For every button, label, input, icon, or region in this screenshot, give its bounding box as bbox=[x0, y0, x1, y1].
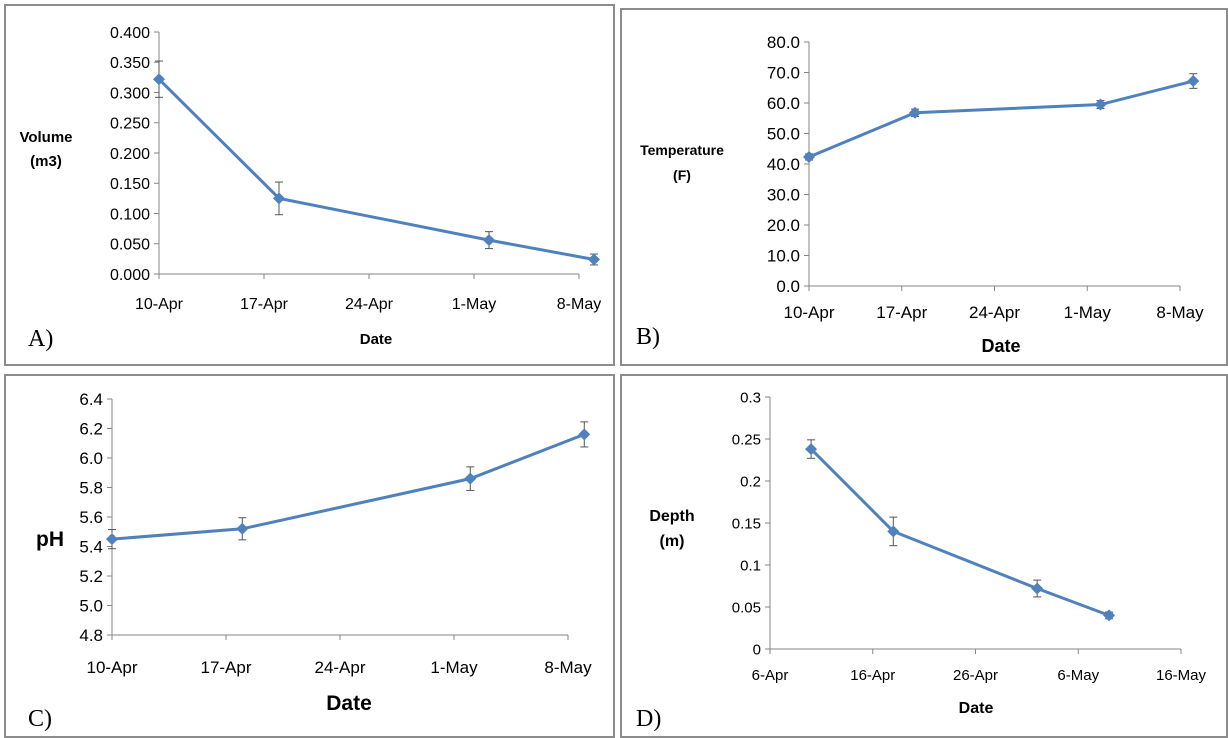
series-line bbox=[157, 78, 595, 261]
x-tick-label: 17-Apr bbox=[240, 296, 289, 313]
y-tick-label: 80.0 bbox=[767, 33, 800, 52]
x-tick-label: 6-May bbox=[1057, 667, 1099, 684]
x-tick-label: 10-Apr bbox=[135, 296, 184, 313]
y-tick-label: 0.350 bbox=[110, 55, 150, 72]
y-tick-label: 5.6 bbox=[79, 508, 103, 527]
data-point bbox=[803, 150, 815, 163]
panel-temperature: 0.0 10.0 20.0 30.0 40.0 50.0 60.0 70.0 80.0 10-Ap… bbox=[620, 8, 1228, 366]
y-tick-label: 5.2 bbox=[79, 567, 103, 586]
y-axis-title: (F) bbox=[673, 167, 691, 183]
ph-chart: 4.8 5.0 5.2 5.4 5.6 5.8 6.0 6.2 6.4 10-Apr 17-Apr 2… bbox=[36, 390, 592, 715]
data-point bbox=[1103, 609, 1116, 622]
data-point bbox=[483, 234, 495, 247]
panel-label: B) bbox=[636, 324, 660, 350]
data-point bbox=[153, 73, 165, 86]
x-tick-label: 8-May bbox=[1156, 303, 1204, 322]
y-axis-title: pH bbox=[36, 528, 64, 551]
x-tick-label: 1-May bbox=[452, 296, 496, 313]
y-tick-label: 5.8 bbox=[79, 479, 103, 498]
series-line bbox=[808, 79, 1194, 159]
x-tick-label: 24-Apr bbox=[969, 303, 1020, 322]
y-tick-label: 70.0 bbox=[767, 64, 800, 83]
x-tick-label: 6-Apr bbox=[752, 667, 789, 684]
y-axis-title: Temperature bbox=[640, 142, 724, 158]
y-tick-label: 0.200 bbox=[110, 146, 150, 163]
depth-chart: 0 0.05 0.1 0.15 0.2 0.25 0.3 6-Apr 16-Apr 26-Apr 6… bbox=[649, 389, 1207, 717]
x-tick-label: 26-Apr bbox=[953, 667, 998, 684]
data-point bbox=[578, 428, 591, 441]
y-tick-label: 5.0 bbox=[79, 597, 103, 616]
panel-volume: 0.000 0.050 0.100 0.150 0.200 0.250 0.300 0.350… bbox=[4, 4, 615, 366]
y-tick-label: 0.250 bbox=[110, 116, 150, 133]
y-tick-label: 0.150 bbox=[110, 176, 150, 193]
y-tick-label: 0.25 bbox=[732, 431, 761, 448]
panel-label: A) bbox=[28, 326, 54, 352]
y-tick-label: 0.400 bbox=[110, 25, 150, 42]
y-tick-label: 0.0 bbox=[776, 277, 800, 296]
y-tick-label: 0.05 bbox=[732, 599, 761, 616]
data-point bbox=[805, 443, 818, 456]
x-tick-label: 17-Apr bbox=[876, 303, 927, 322]
x-tick-label: 16-May bbox=[1156, 667, 1207, 684]
x-axis-title: Date bbox=[959, 700, 994, 717]
data-point bbox=[1187, 75, 1200, 88]
y-axis-title: (m) bbox=[660, 533, 685, 550]
y-tick-label: 4.8 bbox=[79, 626, 103, 645]
panel-label: C) bbox=[28, 706, 52, 732]
y-tick-label: 0.000 bbox=[110, 267, 150, 284]
x-tick-label: 24-Apr bbox=[314, 658, 365, 677]
panel-label: D) bbox=[636, 706, 662, 732]
x-tick-label: 24-Apr bbox=[345, 296, 394, 313]
y-tick-label: 6.2 bbox=[79, 420, 103, 439]
x-tick-label: 1-May bbox=[430, 658, 478, 677]
y-tick-label: 0.15 bbox=[732, 515, 761, 532]
y-tick-label: 0.050 bbox=[110, 237, 150, 254]
x-axis-title: Date bbox=[326, 692, 372, 715]
y-tick-label: 20.0 bbox=[767, 216, 800, 235]
panel-depth: 0 0.05 0.1 0.15 0.2 0.25 0.3 6-Apr 16-Apr 26-Apr 6… bbox=[620, 374, 1228, 738]
x-tick-label: 10-Apr bbox=[86, 658, 137, 677]
y-tick-label: 0 bbox=[753, 641, 761, 658]
y-tick-label: 10.0 bbox=[767, 247, 800, 266]
x-tick-label: 10-Apr bbox=[783, 303, 834, 322]
y-tick-label: 0.2 bbox=[740, 473, 761, 490]
y-tick-label: 0.1 bbox=[740, 557, 761, 574]
x-tick-label: 17-Apr bbox=[200, 658, 251, 677]
y-tick-label: 30.0 bbox=[767, 186, 800, 205]
x-axis-title: Date bbox=[981, 336, 1020, 356]
x-tick-label: 8-May bbox=[557, 296, 601, 313]
data-point bbox=[887, 525, 900, 538]
y-axis-title: Volume bbox=[19, 129, 72, 146]
x-tick-label: 1-May bbox=[1064, 303, 1112, 322]
data-point bbox=[588, 253, 600, 266]
volume-chart: 0.000 0.050 0.100 0.150 0.200 0.250 0.300 0.350… bbox=[19, 25, 601, 348]
y-tick-label: 0.100 bbox=[110, 206, 150, 223]
x-axis-title: Date bbox=[360, 331, 393, 348]
panel-ph: 4.8 5.0 5.2 5.4 5.6 5.8 6.0 6.2 6.4 10-Apr 17-Apr 2… bbox=[4, 374, 615, 738]
x-tick-label: 8-May bbox=[544, 658, 592, 677]
y-tick-label: 6.4 bbox=[79, 390, 103, 409]
data-point bbox=[909, 106, 921, 119]
data-point bbox=[1031, 582, 1044, 595]
y-tick-label: 5.4 bbox=[79, 538, 103, 557]
series-line bbox=[111, 433, 585, 541]
data-point bbox=[106, 533, 118, 546]
y-tick-label: 6.0 bbox=[79, 449, 103, 468]
y-tick-label: 40.0 bbox=[767, 155, 800, 174]
y-tick-label: 0.300 bbox=[110, 85, 150, 102]
series-line bbox=[810, 448, 1110, 617]
data-point bbox=[273, 192, 285, 205]
y-tick-label: 60.0 bbox=[767, 94, 800, 113]
x-tick-label: 16-Apr bbox=[850, 667, 895, 684]
data-point bbox=[464, 472, 477, 485]
temperature-chart: 0.0 10.0 20.0 30.0 40.0 50.0 60.0 70.0 80.0 10-Ap… bbox=[640, 33, 1204, 356]
data-point bbox=[236, 522, 249, 535]
data-point bbox=[1094, 98, 1107, 111]
y-axis-title: Depth bbox=[649, 508, 694, 525]
y-tick-label: 0.3 bbox=[740, 389, 761, 406]
y-axis-title: (m3) bbox=[30, 153, 62, 170]
y-tick-label: 50.0 bbox=[767, 125, 800, 144]
